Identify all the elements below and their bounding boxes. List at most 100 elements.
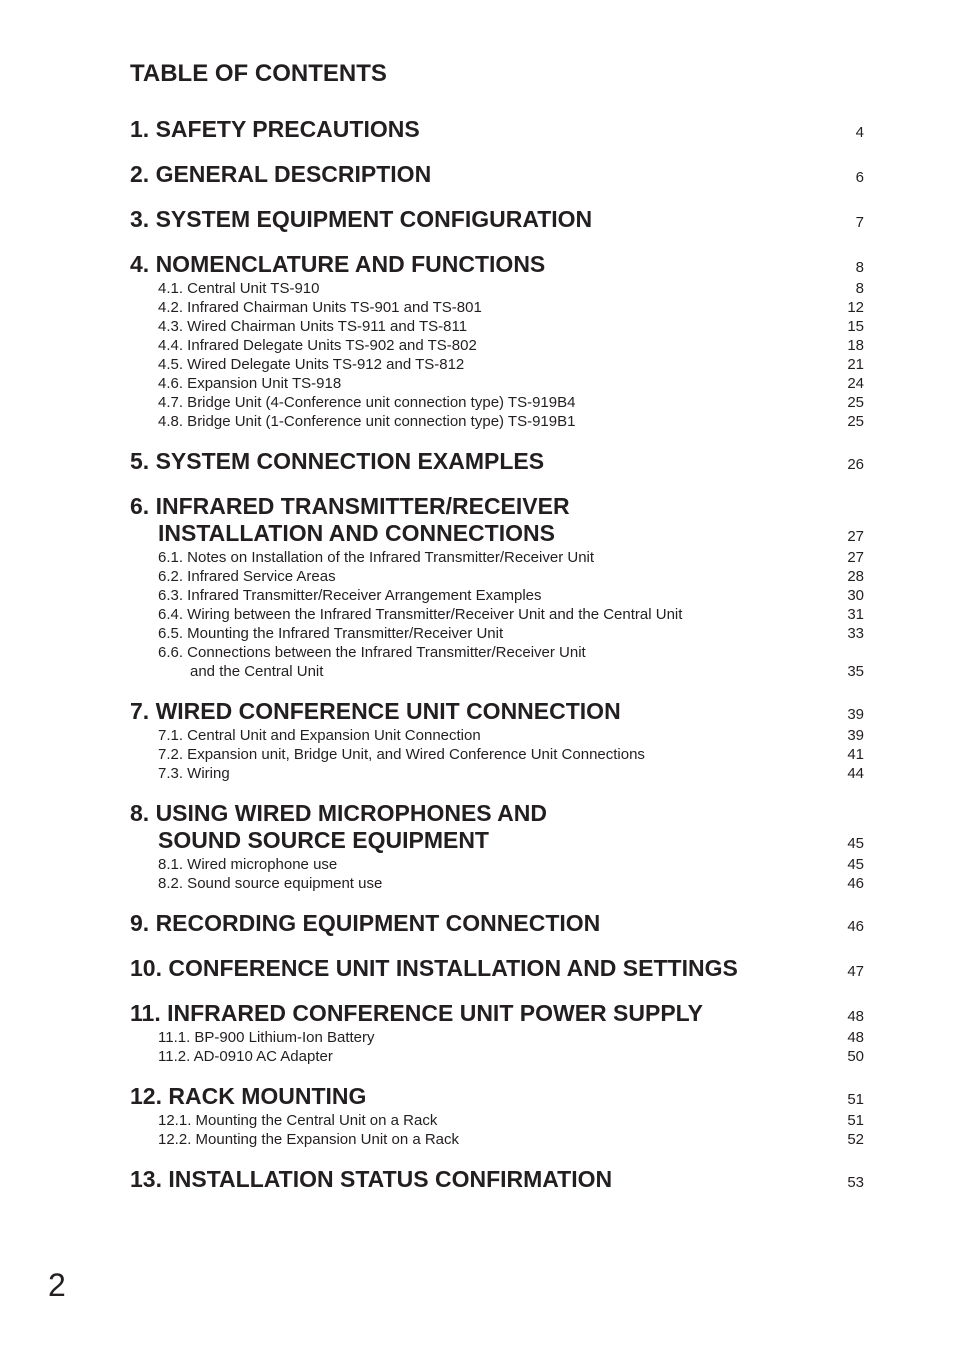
toc-page: 41 bbox=[840, 746, 864, 763]
toc-title: 9. RECORDING EQUIPMENT CONNECTION bbox=[130, 910, 600, 937]
toc-title: 6.3. Infrared Transmitter/Receiver Arran… bbox=[158, 587, 542, 604]
toc-title: 12. RACK MOUNTING bbox=[130, 1083, 366, 1110]
toc-title: 6. INFRARED TRANSMITTER/RECEIVER bbox=[130, 493, 570, 520]
toc-entry: 7.3. Wiring 44 bbox=[130, 765, 864, 782]
toc-section: 7. WIRED CONFERENCE UNIT CONNECTION 39 7.1… bbox=[130, 698, 864, 782]
toc-title: 10. CONFERENCE UNIT INSTALLATION AND SET… bbox=[130, 955, 738, 982]
toc-entry: 4.7. Bridge Unit (4-Conference unit conn… bbox=[130, 394, 864, 411]
toc-entry: 11.1. BP-900 Lithium-Ion Battery 48 bbox=[130, 1029, 864, 1046]
toc-title: 11. INFRARED CONFERENCE UNIT POWER SUPPL… bbox=[130, 1000, 703, 1027]
toc-title: 7. WIRED CONFERENCE UNIT CONNECTION bbox=[130, 698, 621, 725]
toc-section: 10. CONFERENCE UNIT INSTALLATION AND SET… bbox=[130, 955, 864, 982]
toc-title: 4.7. Bridge Unit (4-Conference unit conn… bbox=[158, 394, 575, 411]
toc-section: 9. RECORDING EQUIPMENT CONNECTION46 bbox=[130, 910, 864, 937]
toc-title: 6.5. Mounting the Infrared Transmitter/R… bbox=[158, 625, 503, 642]
toc-page: 18 bbox=[840, 337, 864, 354]
toc-title: 6.1. Notes on Installation of the Infrar… bbox=[158, 549, 594, 566]
toc-title: 4.5. Wired Delegate Units TS-912 and TS-… bbox=[158, 356, 464, 373]
toc-page: 45 bbox=[840, 835, 864, 852]
toc-entry: 4.6. Expansion Unit TS-918 24 bbox=[130, 375, 864, 392]
toc-title: 8.1. Wired microphone use bbox=[158, 856, 337, 873]
toc-entry: SOUND SOURCE EQUIPMENT 45 bbox=[130, 827, 864, 854]
toc-title: 1. SAFETY PRECAUTIONS bbox=[130, 116, 420, 143]
toc-title: 3. SYSTEM EQUIPMENT CONFIGURATION bbox=[130, 206, 592, 233]
toc-section: 6. INFRARED TRANSMITTER/RECEIVERINSTALLA… bbox=[130, 493, 864, 680]
toc-entry: 4.8. Bridge Unit (1-Conference unit conn… bbox=[130, 413, 864, 430]
toc-page: 25 bbox=[840, 394, 864, 411]
toc-entry: 11.2. AD-0910 AC Adapter 50 bbox=[130, 1048, 864, 1065]
toc-entry: 4.1. Central Unit TS-910 8 bbox=[130, 280, 864, 297]
toc-section: 12. RACK MOUNTING 51 12.1. Mounting the Ce… bbox=[130, 1083, 864, 1148]
toc-page: 8 bbox=[840, 280, 864, 297]
toc-entry: 12.2. Mounting the Expansion Unit on a R… bbox=[130, 1131, 864, 1148]
toc-title: 2. GENERAL DESCRIPTION bbox=[130, 161, 431, 188]
toc-entry: 4.3. Wired Chairman Units TS-911 and TS-… bbox=[130, 318, 864, 335]
toc-title: 7.1. Central Unit and Expansion Unit Con… bbox=[158, 727, 481, 744]
toc-page: 44 bbox=[840, 765, 864, 782]
toc-page: 39 bbox=[840, 706, 864, 723]
toc-entry: 11. INFRARED CONFERENCE UNIT POWER SUPPL… bbox=[130, 1000, 864, 1027]
toc-entry: 5. SYSTEM CONNECTION EXAMPLES26 bbox=[130, 448, 864, 475]
toc-title: 4.1. Central Unit TS-910 bbox=[158, 280, 319, 297]
toc-title: 6.6. Connections between the Infrared Tr… bbox=[158, 644, 586, 661]
toc-entry: 6.2. Infrared Service Areas 28 bbox=[130, 568, 864, 585]
toc-entry: 12.1. Mounting the Central Unit on a Rac… bbox=[130, 1112, 864, 1129]
toc-header: TABLE OF CONTENTS bbox=[130, 60, 864, 88]
toc-title: 4.6. Expansion Unit TS-918 bbox=[158, 375, 341, 392]
toc-page: 6 bbox=[840, 169, 864, 186]
toc-page: 48 bbox=[840, 1029, 864, 1046]
document-page: TABLE OF CONTENTS 1. SAFETY PRECAUTIONS4… bbox=[0, 0, 954, 1350]
toc-page: 47 bbox=[840, 963, 864, 980]
toc-entry: and the Central Unit 35 bbox=[130, 663, 864, 680]
toc-entry: 4.5. Wired Delegate Units TS-912 and TS-… bbox=[130, 356, 864, 373]
toc-title: 4.4. Infrared Delegate Units TS-902 and … bbox=[158, 337, 477, 354]
toc-entry: 8.1. Wired microphone use45 bbox=[130, 856, 864, 873]
toc-page: 52 bbox=[840, 1131, 864, 1148]
toc-page: 39 bbox=[840, 727, 864, 744]
toc-page: 12 bbox=[840, 299, 864, 316]
toc-title: 8.2. Sound source equipment use bbox=[158, 875, 382, 892]
toc-page: 53 bbox=[840, 1174, 864, 1191]
toc-page: 27 bbox=[840, 528, 864, 545]
toc-entry: 2. GENERAL DESCRIPTION 6 bbox=[130, 161, 864, 188]
toc-entry: 6.3. Infrared Transmitter/Receiver Arran… bbox=[130, 587, 864, 604]
toc-entry: 8.2. Sound source equipment use46 bbox=[130, 875, 864, 892]
toc-title: 13. INSTALLATION STATUS CONFIRMATION bbox=[130, 1166, 612, 1193]
toc-page: 31 bbox=[840, 606, 864, 623]
toc-page: 15 bbox=[840, 318, 864, 335]
page-number: 2 bbox=[48, 1267, 66, 1304]
toc-title: 5. SYSTEM CONNECTION EXAMPLES bbox=[130, 448, 544, 475]
toc-entry: 9. RECORDING EQUIPMENT CONNECTION46 bbox=[130, 910, 864, 937]
toc-page: 24 bbox=[840, 375, 864, 392]
toc-title: 4.2. Infrared Chairman Units TS-901 and … bbox=[158, 299, 482, 316]
toc-entry: 6. INFRARED TRANSMITTER/RECEIVER bbox=[130, 493, 864, 520]
toc-title: 6.2. Infrared Service Areas bbox=[158, 568, 336, 585]
toc-title: 4.8. Bridge Unit (1-Conference unit conn… bbox=[158, 413, 575, 430]
toc-title: 11.1. BP-900 Lithium-Ion Battery bbox=[158, 1029, 375, 1046]
toc-page: 8 bbox=[840, 259, 864, 276]
toc-page: 28 bbox=[840, 568, 864, 585]
toc-page: 30 bbox=[840, 587, 864, 604]
toc-entry: 7.2. Expansion unit, Bridge Unit, and Wi… bbox=[130, 746, 864, 763]
toc-title: 7.3. Wiring bbox=[158, 765, 230, 782]
toc-body: 1. SAFETY PRECAUTIONS42. GENERAL DESCRIP… bbox=[130, 116, 864, 1193]
toc-page: 35 bbox=[840, 663, 864, 680]
toc-entry: 6.5. Mounting the Infrared Transmitter/R… bbox=[130, 625, 864, 642]
toc-title: 8. USING WIRED MICROPHONES AND bbox=[130, 800, 547, 827]
toc-title: 7.2. Expansion unit, Bridge Unit, and Wi… bbox=[158, 746, 645, 763]
toc-page: 48 bbox=[840, 1008, 864, 1025]
toc-entry: 6.4. Wiring between the Infrared Transmi… bbox=[130, 606, 864, 623]
toc-title: and the Central Unit bbox=[190, 663, 323, 680]
toc-section: 3. SYSTEM EQUIPMENT CONFIGURATION7 bbox=[130, 206, 864, 233]
toc-title: INSTALLATION AND CONNECTIONS bbox=[158, 520, 555, 547]
toc-title: 11.2. AD-0910 AC Adapter bbox=[158, 1048, 333, 1065]
toc-page: 51 bbox=[840, 1112, 864, 1129]
toc-section: 11. INFRARED CONFERENCE UNIT POWER SUPPL… bbox=[130, 1000, 864, 1065]
toc-page: 51 bbox=[840, 1091, 864, 1108]
toc-title: 12.1. Mounting the Central Unit on a Rac… bbox=[158, 1112, 437, 1129]
toc-section: 13. INSTALLATION STATUS CONFIRMATION 53 bbox=[130, 1166, 864, 1193]
toc-entry: 6.1. Notes on Installation of the Infrar… bbox=[130, 549, 864, 566]
toc-page: 50 bbox=[840, 1048, 864, 1065]
toc-page: 33 bbox=[840, 625, 864, 642]
toc-title: SOUND SOURCE EQUIPMENT bbox=[158, 827, 489, 854]
